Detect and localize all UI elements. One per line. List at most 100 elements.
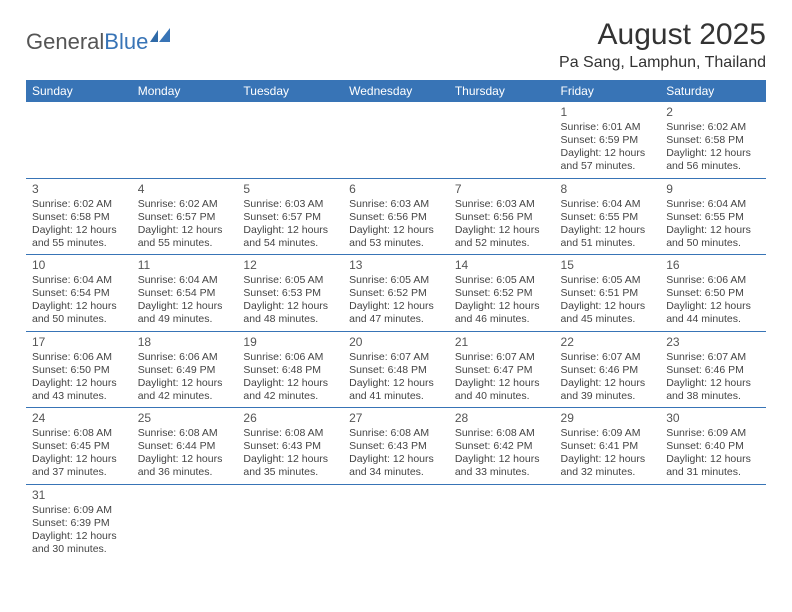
calendar-cell (132, 102, 238, 178)
sunset-text: Sunset: 6:55 PM (666, 211, 760, 224)
daylight-text: Daylight: 12 hours (32, 530, 126, 543)
day-number: 14 (455, 258, 549, 273)
calendar-cell: 19Sunrise: 6:06 AMSunset: 6:48 PMDayligh… (237, 331, 343, 408)
sunrise-text: Sunrise: 6:03 AM (455, 198, 549, 211)
calendar-cell: 27Sunrise: 6:08 AMSunset: 6:43 PMDayligh… (343, 408, 449, 485)
calendar-cell: 9Sunrise: 6:04 AMSunset: 6:55 PMDaylight… (660, 178, 766, 255)
sunset-text: Sunset: 6:46 PM (666, 364, 760, 377)
daylight-text: and 35 minutes. (243, 466, 337, 479)
daylight-text: and 42 minutes. (243, 390, 337, 403)
calendar-cell: 21Sunrise: 6:07 AMSunset: 6:47 PMDayligh… (449, 331, 555, 408)
calendar-cell (449, 484, 555, 560)
header: GeneralBlue August 2025 Pa Sang, Lamphun… (26, 18, 766, 72)
daylight-text: and 39 minutes. (561, 390, 655, 403)
sunset-text: Sunset: 6:44 PM (138, 440, 232, 453)
sunset-text: Sunset: 6:54 PM (32, 287, 126, 300)
calendar-row: 24Sunrise: 6:08 AMSunset: 6:45 PMDayligh… (26, 408, 766, 485)
daylight-text: Daylight: 12 hours (455, 377, 549, 390)
calendar-row: 3Sunrise: 6:02 AMSunset: 6:58 PMDaylight… (26, 178, 766, 255)
calendar-cell: 31Sunrise: 6:09 AMSunset: 6:39 PMDayligh… (26, 484, 132, 560)
calendar-cell (660, 484, 766, 560)
calendar-cell: 8Sunrise: 6:04 AMSunset: 6:55 PMDaylight… (555, 178, 661, 255)
daylight-text: Daylight: 12 hours (666, 300, 760, 313)
logo-text-1: General (26, 29, 104, 55)
calendar-row: 1Sunrise: 6:01 AMSunset: 6:59 PMDaylight… (26, 102, 766, 178)
daylight-text: Daylight: 12 hours (243, 224, 337, 237)
sunset-text: Sunset: 6:52 PM (349, 287, 443, 300)
daylight-text: and 48 minutes. (243, 313, 337, 326)
sunset-text: Sunset: 6:48 PM (243, 364, 337, 377)
day-number: 4 (138, 182, 232, 197)
calendar-cell: 3Sunrise: 6:02 AMSunset: 6:58 PMDaylight… (26, 178, 132, 255)
sunset-text: Sunset: 6:43 PM (349, 440, 443, 453)
sunrise-text: Sunrise: 6:06 AM (666, 274, 760, 287)
logo: GeneralBlue (26, 18, 172, 60)
daylight-text: Daylight: 12 hours (32, 300, 126, 313)
daylight-text: and 33 minutes. (455, 466, 549, 479)
location: Pa Sang, Lamphun, Thailand (559, 54, 766, 72)
daylight-text: and 38 minutes. (666, 390, 760, 403)
day-number: 7 (455, 182, 549, 197)
day-number: 27 (349, 411, 443, 426)
sunset-text: Sunset: 6:57 PM (138, 211, 232, 224)
calendar-cell: 22Sunrise: 6:07 AMSunset: 6:46 PMDayligh… (555, 331, 661, 408)
day-header: Friday (555, 80, 661, 102)
calendar-row: 31Sunrise: 6:09 AMSunset: 6:39 PMDayligh… (26, 484, 766, 560)
calendar-cell: 23Sunrise: 6:07 AMSunset: 6:46 PMDayligh… (660, 331, 766, 408)
daylight-text: Daylight: 12 hours (666, 224, 760, 237)
calendar-cell: 28Sunrise: 6:08 AMSunset: 6:42 PMDayligh… (449, 408, 555, 485)
daylight-text: Daylight: 12 hours (455, 453, 549, 466)
calendar-cell: 10Sunrise: 6:04 AMSunset: 6:54 PMDayligh… (26, 255, 132, 332)
calendar-cell: 11Sunrise: 6:04 AMSunset: 6:54 PMDayligh… (132, 255, 238, 332)
day-number: 28 (455, 411, 549, 426)
calendar-cell: 29Sunrise: 6:09 AMSunset: 6:41 PMDayligh… (555, 408, 661, 485)
calendar-cell: 5Sunrise: 6:03 AMSunset: 6:57 PMDaylight… (237, 178, 343, 255)
daylight-text: and 34 minutes. (349, 466, 443, 479)
calendar-cell (132, 484, 238, 560)
daylight-text: and 30 minutes. (32, 543, 126, 556)
daylight-text: Daylight: 12 hours (561, 147, 655, 160)
sunrise-text: Sunrise: 6:08 AM (138, 427, 232, 440)
sunset-text: Sunset: 6:58 PM (32, 211, 126, 224)
day-number: 15 (561, 258, 655, 273)
month-title: August 2025 (559, 18, 766, 52)
daylight-text: Daylight: 12 hours (32, 453, 126, 466)
daylight-text: and 36 minutes. (138, 466, 232, 479)
sunrise-text: Sunrise: 6:06 AM (32, 351, 126, 364)
daylight-text: and 50 minutes. (666, 237, 760, 250)
day-number: 22 (561, 335, 655, 350)
sunrise-text: Sunrise: 6:08 AM (32, 427, 126, 440)
day-number: 12 (243, 258, 337, 273)
day-number: 13 (349, 258, 443, 273)
calendar-cell: 24Sunrise: 6:08 AMSunset: 6:45 PMDayligh… (26, 408, 132, 485)
sunrise-text: Sunrise: 6:04 AM (32, 274, 126, 287)
day-number: 9 (666, 182, 760, 197)
calendar-cell: 2Sunrise: 6:02 AMSunset: 6:58 PMDaylight… (660, 102, 766, 178)
sunset-text: Sunset: 6:42 PM (455, 440, 549, 453)
calendar-cell: 1Sunrise: 6:01 AMSunset: 6:59 PMDaylight… (555, 102, 661, 178)
calendar-cell: 30Sunrise: 6:09 AMSunset: 6:40 PMDayligh… (660, 408, 766, 485)
sunset-text: Sunset: 6:58 PM (666, 134, 760, 147)
calendar-table: Sunday Monday Tuesday Wednesday Thursday… (26, 80, 766, 560)
daylight-text: Daylight: 12 hours (243, 300, 337, 313)
sunrise-text: Sunrise: 6:08 AM (349, 427, 443, 440)
sunrise-text: Sunrise: 6:04 AM (138, 274, 232, 287)
sunrise-text: Sunrise: 6:04 AM (561, 198, 655, 211)
calendar-cell (237, 102, 343, 178)
calendar-cell (343, 484, 449, 560)
sunset-text: Sunset: 6:52 PM (455, 287, 549, 300)
sunrise-text: Sunrise: 6:06 AM (243, 351, 337, 364)
sunrise-text: Sunrise: 6:09 AM (666, 427, 760, 440)
sunset-text: Sunset: 6:46 PM (561, 364, 655, 377)
calendar-cell: 20Sunrise: 6:07 AMSunset: 6:48 PMDayligh… (343, 331, 449, 408)
sunrise-text: Sunrise: 6:09 AM (32, 504, 126, 517)
day-number: 31 (32, 488, 126, 503)
daylight-text: Daylight: 12 hours (666, 453, 760, 466)
calendar-cell (449, 102, 555, 178)
day-number: 10 (32, 258, 126, 273)
calendar-cell: 15Sunrise: 6:05 AMSunset: 6:51 PMDayligh… (555, 255, 661, 332)
daylight-text: and 44 minutes. (666, 313, 760, 326)
daylight-text: Daylight: 12 hours (243, 453, 337, 466)
day-number: 6 (349, 182, 443, 197)
sunrise-text: Sunrise: 6:02 AM (138, 198, 232, 211)
